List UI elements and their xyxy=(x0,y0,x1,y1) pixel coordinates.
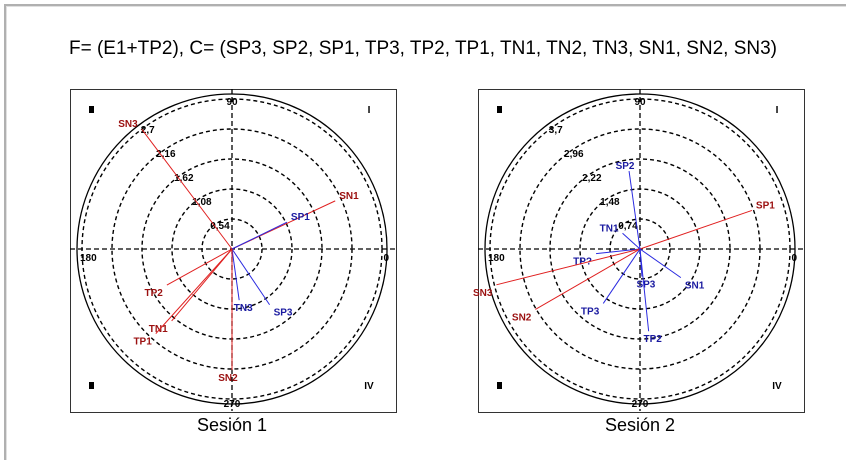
ring-label: 2,22 xyxy=(582,173,602,184)
angle-label-90: 90 xyxy=(634,97,646,108)
quadrant-marker-II xyxy=(497,106,502,113)
vector-label-TP?: TP? xyxy=(573,257,592,268)
vector-label-TP1: TP1 xyxy=(133,337,152,348)
vector-TP? xyxy=(596,248,641,255)
ring-label: 0,74 xyxy=(618,221,638,232)
vector-label-SN1: SN1 xyxy=(685,281,705,292)
vector-SP2 xyxy=(628,171,641,250)
panel-1-caption: Sesión 1 xyxy=(196,415,268,435)
quadrant-label-IV: IV xyxy=(772,381,782,392)
vector-SN2 xyxy=(535,248,641,310)
panel-2-frame xyxy=(478,89,805,413)
vector-label-SN2: SN2 xyxy=(512,312,532,323)
vector-label-TP2: TP2 xyxy=(643,334,662,345)
angle-label-90: 90 xyxy=(226,97,238,108)
vector-TN1 xyxy=(622,232,641,250)
window-frame xyxy=(4,4,846,460)
quadrant-label-I: I xyxy=(776,105,779,116)
vector-label-TN1: TN1 xyxy=(600,223,619,234)
ring-label: 2,96 xyxy=(564,149,584,160)
vector-TP2 xyxy=(639,248,650,332)
vector-TP1 xyxy=(155,248,233,334)
ring-label: 2,16 xyxy=(156,149,176,160)
ring-label: 2,7 xyxy=(141,125,155,136)
quadrant-label-IV: IV xyxy=(364,381,374,392)
panel-2-caption: Sesión 2 xyxy=(604,415,676,435)
vector-SN1 xyxy=(639,248,682,279)
vector-TP3 xyxy=(602,248,641,304)
angle-label-0: 0 xyxy=(383,253,389,264)
quadrant-marker-II xyxy=(89,106,94,113)
quadrant-label-I: I xyxy=(368,105,371,116)
vector-label-TP2: TP2 xyxy=(145,288,164,299)
quadrant-marker-III xyxy=(497,382,502,389)
polar-chart-1: 0,54 1,08 1,62 2,16 2,7 90 180 0 270 I IV SN3 SN1 SP1… xyxy=(70,89,395,411)
polar-chart-2: 0,74 1,48 2,22 2,96 3,7 90 180 0 270 I IV SP1 SP2 TN1… xyxy=(473,89,803,411)
vector-label-SP1: SP1 xyxy=(291,212,310,223)
vector-SN3 xyxy=(496,248,641,286)
ring-label: 1,48 xyxy=(600,197,620,208)
ring-label: 1,62 xyxy=(174,173,194,184)
vector-label-TN1: TN1 xyxy=(149,324,168,335)
vector-SP1 xyxy=(639,209,753,250)
vector-label-SN3: SN3 xyxy=(473,288,493,299)
vector-label-SN2: SN2 xyxy=(218,373,238,384)
angle-label-180: 180 xyxy=(80,253,97,264)
vector-TN3 xyxy=(231,248,240,301)
quadrant-marker-III xyxy=(89,382,94,389)
angle-label-270: 270 xyxy=(224,399,241,410)
angle-label-270: 270 xyxy=(632,399,649,410)
ring-label: 1,08 xyxy=(192,197,212,208)
vector-label-TP3: TP3 xyxy=(581,306,600,317)
vector-label-SN3: SN3 xyxy=(118,119,138,130)
vector-SN3 xyxy=(141,128,233,250)
vector-label-SP3: SP3 xyxy=(636,280,655,291)
vector-SP3 xyxy=(231,248,271,306)
vector-SP1 xyxy=(231,221,288,250)
figure-title: F= (E1+TP2), C= (SP3, SP2, SP1, TP3, TP2… xyxy=(68,38,778,59)
ring-label: 3,7 xyxy=(549,125,563,136)
ring-label: 0,54 xyxy=(210,221,230,232)
vector-label-SP1: SP1 xyxy=(756,200,775,211)
vector-label-SN1: SN1 xyxy=(339,191,359,202)
angle-label-180: 180 xyxy=(488,253,505,264)
angle-label-0: 0 xyxy=(791,253,797,264)
vector-TN1 xyxy=(171,248,233,322)
vector-label-SP2: SP2 xyxy=(616,161,635,172)
vector-label-TN3: TN3 xyxy=(234,303,253,314)
vector-TP2 xyxy=(166,248,233,286)
vector-label-SP3: SP3 xyxy=(274,308,293,319)
